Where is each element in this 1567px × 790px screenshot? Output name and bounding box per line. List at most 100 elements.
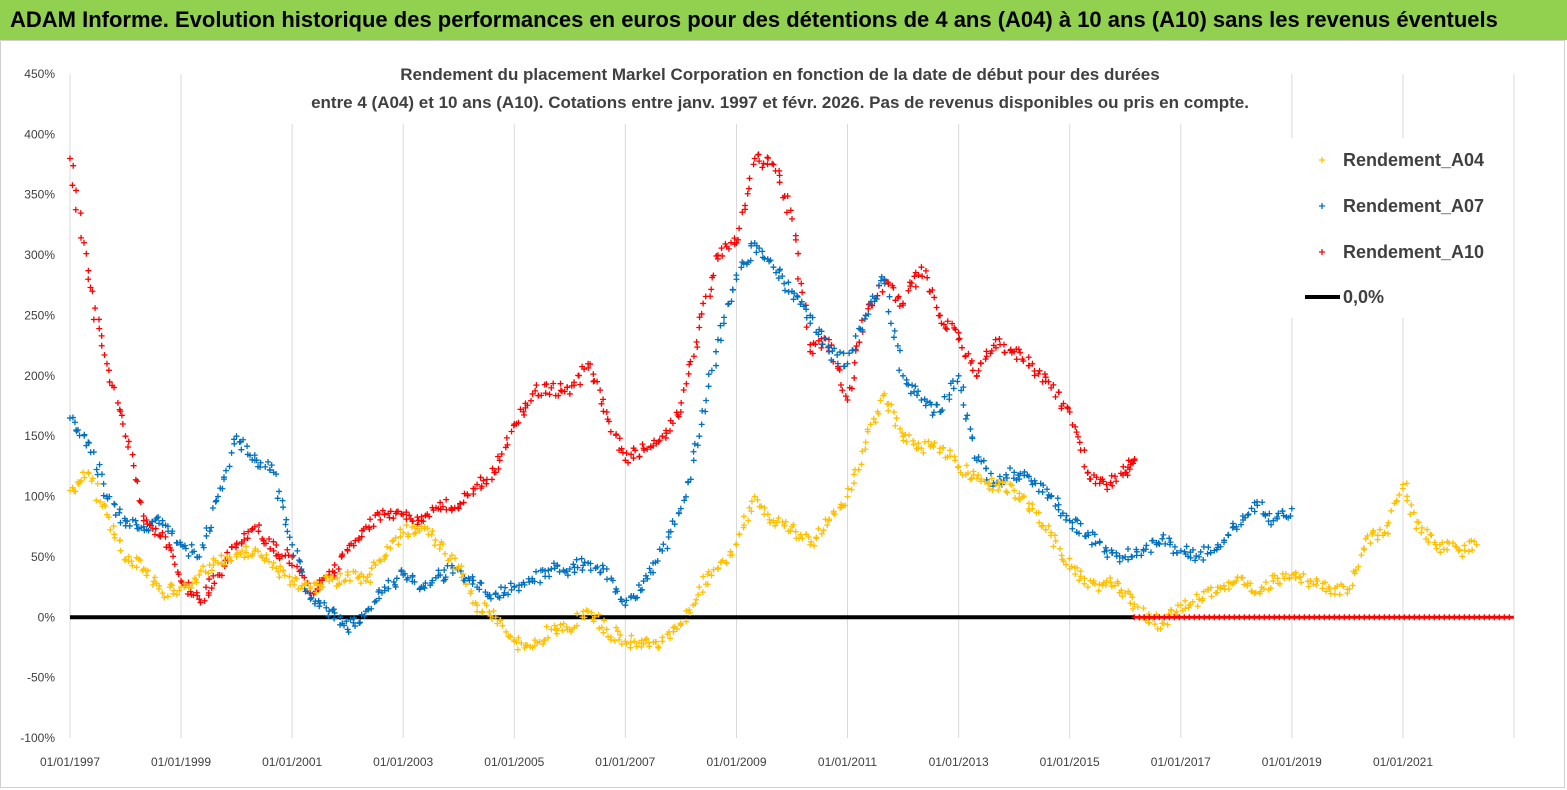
- data-point: [226, 553, 233, 560]
- data-point: [766, 516, 773, 523]
- data-point: [496, 457, 503, 464]
- data-point: [614, 628, 621, 635]
- chart-frame: [0, 40, 1565, 788]
- data-point: [656, 437, 663, 444]
- data-point: [494, 620, 501, 627]
- data-point: [692, 600, 699, 607]
- data-point: [256, 522, 263, 529]
- data-point: [1118, 587, 1125, 594]
- data-point: [294, 547, 301, 554]
- data-point: [1374, 532, 1381, 539]
- data-point: [667, 528, 674, 535]
- data-point: [1111, 582, 1118, 589]
- data-point: [156, 532, 163, 539]
- data-point: [209, 505, 216, 512]
- data-point: [738, 264, 745, 271]
- data-point: [474, 608, 481, 615]
- data-point: [226, 463, 233, 470]
- data-point: [1444, 546, 1451, 553]
- data-point: [253, 457, 260, 464]
- data-point: [411, 523, 418, 530]
- data-point: [603, 626, 610, 633]
- data-point: [1059, 510, 1066, 517]
- data-point: [245, 553, 252, 560]
- data-point: [470, 490, 477, 497]
- data-point: [740, 513, 747, 520]
- data-point: [545, 634, 552, 641]
- data-point: [432, 537, 439, 544]
- data-point: [912, 383, 919, 390]
- data-point: [372, 562, 379, 569]
- data-point: [694, 344, 701, 351]
- data-point: [531, 642, 538, 649]
- data-point: [476, 586, 483, 593]
- data-point: [255, 528, 262, 535]
- data-point: [736, 225, 743, 232]
- data-point: [952, 326, 959, 333]
- data-point: [659, 433, 666, 440]
- data-point: [607, 636, 614, 643]
- data-point: [708, 572, 715, 579]
- data-point: [218, 552, 225, 559]
- data-point: [770, 264, 777, 271]
- data-point: [98, 471, 105, 478]
- data-point: [918, 264, 925, 271]
- data-point: [1384, 522, 1391, 529]
- data-point: [888, 401, 895, 408]
- data-point: [1077, 520, 1084, 527]
- data-point: [1066, 555, 1073, 562]
- data-point: [1077, 568, 1084, 575]
- data-point: [462, 577, 469, 584]
- data-point: [717, 337, 724, 344]
- data-point: [390, 515, 397, 522]
- data-point: [659, 634, 666, 641]
- data-point: [387, 545, 394, 552]
- data-point: [1197, 548, 1204, 555]
- data-point: [1122, 590, 1129, 597]
- data-point: [767, 257, 774, 264]
- data-point: [877, 277, 884, 284]
- data-point: [632, 447, 639, 454]
- data-point: [931, 439, 938, 446]
- data-point: [903, 438, 910, 445]
- data-point: [1029, 481, 1036, 488]
- data-point: [733, 541, 740, 548]
- data-point: [646, 565, 653, 572]
- data-point: [818, 328, 825, 335]
- data-point: [1084, 584, 1091, 591]
- data-point: [719, 557, 726, 564]
- data-point: [203, 584, 210, 591]
- data-point: [129, 451, 136, 458]
- data-point: [1313, 582, 1320, 589]
- data-point: [196, 572, 203, 579]
- data-point: [128, 558, 135, 565]
- data-point: [443, 496, 450, 503]
- data-point: [106, 493, 113, 500]
- data-point: [1011, 469, 1018, 476]
- data-point: [969, 367, 976, 374]
- data-point: [1251, 508, 1258, 515]
- data-point: [623, 450, 630, 457]
- data-point: [1026, 507, 1033, 514]
- data-point: [352, 623, 359, 630]
- data-point: [741, 522, 748, 529]
- data-point: [886, 293, 893, 300]
- data-point: [1128, 458, 1135, 465]
- data-point: [1410, 509, 1417, 516]
- data-point: [603, 409, 610, 416]
- data-point: [597, 387, 604, 394]
- data-point: [358, 533, 365, 540]
- data-point: [644, 446, 651, 453]
- data-point: [908, 280, 915, 287]
- data-point: [1162, 540, 1169, 547]
- data-point: [1069, 525, 1076, 532]
- data-point: [720, 320, 727, 327]
- data-point: [910, 437, 917, 444]
- data-point: [1092, 540, 1099, 547]
- data-point: [808, 538, 815, 545]
- data-point: [700, 300, 707, 307]
- data-point: [989, 486, 996, 493]
- data-point: [469, 581, 476, 588]
- data-point: [690, 353, 697, 360]
- data-point: [600, 396, 607, 403]
